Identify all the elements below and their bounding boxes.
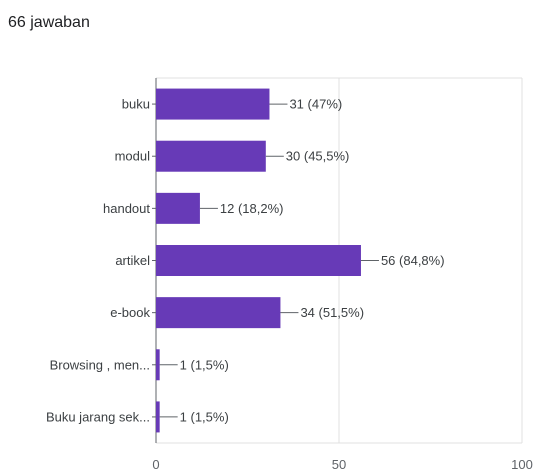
data-label: 31 (47%) (289, 97, 342, 112)
data-label: 30 (45,5%) (286, 149, 350, 164)
x-tick-label: 100 (511, 457, 533, 472)
data-label: 56 (84,8%) (381, 253, 445, 268)
bar (156, 349, 160, 381)
bar (156, 245, 361, 276)
category-label: modul (115, 149, 151, 164)
bar (156, 88, 270, 120)
category-label: buku (122, 97, 150, 112)
category-label: Buku jarang sek... (46, 409, 150, 424)
labels: 0 50 100 buku 31 (47%) modul 30 (45,5%) handout… (46, 97, 533, 472)
category-label: Browsing , men... (50, 357, 150, 372)
data-label: 12 (18,2%) (220, 201, 284, 216)
x-tick-label: 0 (152, 457, 159, 472)
data-label: 1 (1,5%) (180, 357, 229, 372)
bar (156, 192, 200, 224)
category-label: handout (103, 201, 150, 216)
bar (156, 401, 160, 433)
category-label: e-book (110, 305, 150, 320)
data-label: 34 (51,5%) (300, 305, 364, 320)
category-label: artikel (115, 253, 150, 268)
bar (156, 140, 266, 172)
x-tick-label: 50 (332, 457, 346, 472)
response-count: 66 jawaban (8, 14, 90, 31)
bar (156, 297, 281, 329)
data-label: 1 (1,5%) (180, 409, 229, 424)
bars (156, 88, 361, 433)
